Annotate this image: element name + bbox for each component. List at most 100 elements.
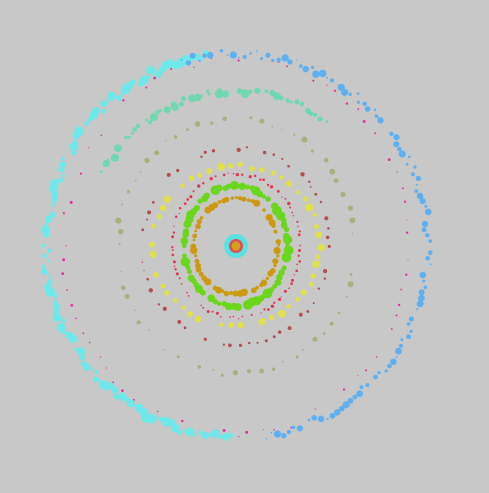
ring-outer-blue-node	[329, 412, 336, 419]
ring-magenta-node	[407, 260, 409, 262]
ring-red-dots-node	[297, 233, 301, 237]
ring-red-dots-node	[284, 197, 287, 200]
ring-outer-blue-node	[226, 53, 229, 56]
ring-red-dots-node	[280, 296, 282, 298]
ring-olive-node	[323, 332, 326, 335]
ring-outer-blue-node	[307, 418, 311, 422]
ring-olive-node	[329, 321, 334, 326]
ring-outer-blue-node	[310, 65, 315, 70]
ring-brick-node	[264, 339, 268, 343]
ring-lime-node	[181, 243, 187, 249]
ring-outer-cyan-node	[111, 386, 119, 394]
ring-brick-node	[287, 326, 292, 331]
ring-red-dots-node	[209, 176, 213, 181]
ring-yellow-node	[206, 168, 213, 175]
ring-red-dots-node	[211, 310, 214, 313]
ring-outer-cyan-node	[59, 160, 67, 168]
ring-red-dots-node	[171, 253, 175, 257]
ring-red-dots-node	[178, 206, 182, 210]
ring-outer-blue-node	[330, 78, 335, 83]
ring-outer-blue-node	[238, 56, 240, 59]
ring-inner-gold-node	[273, 229, 278, 234]
ring-olive-node	[293, 133, 296, 136]
ring-inner-gold-node	[194, 258, 200, 264]
ring-magenta-node	[375, 356, 378, 358]
ring-seafoam-node	[180, 95, 187, 102]
ring-magenta-node	[290, 426, 292, 429]
ring-yellow-node	[308, 282, 314, 287]
ring-inner-gold-node	[232, 290, 239, 297]
ring-outer-cyan-node	[53, 303, 61, 311]
ring-red-dots-node	[171, 249, 174, 252]
ring-magenta-node	[374, 132, 377, 135]
ring-seafoam-node	[285, 98, 290, 103]
ring-magenta-node	[88, 341, 91, 344]
ring-yellow-node	[173, 298, 178, 303]
ring-yellow-node	[295, 190, 301, 195]
ring-red-dots-node	[219, 315, 222, 318]
ring-yellow-node	[278, 309, 286, 318]
ring-outer-blue-node	[352, 394, 358, 400]
ring-outer-cyan-node	[52, 196, 58, 203]
ring-yellow-node	[279, 175, 284, 180]
ring-olive-node	[259, 118, 265, 124]
ring-red-dots-node	[298, 230, 301, 233]
ring-red-dots-node	[174, 215, 178, 219]
ring-outer-blue-node	[406, 334, 412, 340]
ring-yellow-node	[197, 172, 202, 178]
ring-red-dots-node	[202, 181, 205, 185]
ring-outer-cyan-node	[228, 432, 234, 439]
ring-outer-cyan-node	[76, 347, 86, 356]
ring-brick-node	[203, 337, 207, 341]
ring-magenta-node	[62, 212, 65, 215]
ring-red-dots-node	[266, 183, 270, 187]
ring-outer-cyan-node	[40, 225, 50, 235]
ring-brick-node	[141, 261, 144, 263]
ring-outer-cyan-node	[46, 259, 50, 263]
ring-magenta-node	[69, 200, 73, 204]
ring-inner-gold-node	[221, 198, 227, 204]
ring-outer-blue-node	[414, 189, 419, 193]
ring-outer-blue-node	[202, 53, 207, 58]
ring-outer-cyan-node	[41, 268, 48, 276]
ring-outer-cyan-node	[72, 132, 80, 140]
ring-red-dots-node	[291, 278, 294, 282]
ring-outer-blue-node	[395, 355, 398, 358]
ring-magenta-node	[397, 303, 401, 307]
ring-magenta-node	[88, 147, 90, 149]
ring-yellow-node	[270, 170, 277, 176]
ring-brick-node	[309, 186, 312, 188]
ring-magenta-node	[156, 410, 159, 413]
ring-outer-cyan-node	[68, 334, 78, 343]
ring-outer-blue-node	[416, 192, 424, 200]
ring-outer-cyan-node	[93, 376, 100, 383]
ring-magenta-node	[362, 119, 366, 123]
ring-outer-blue-node	[400, 338, 404, 342]
ring-inner-gold-node	[220, 289, 225, 293]
ring-outer-cyan-node	[100, 100, 108, 108]
ring-inner-gold-node	[275, 239, 282, 245]
ring-yellow-node	[312, 212, 317, 217]
ring-inner-gold-node	[277, 243, 281, 247]
ring-yellow-node	[286, 304, 291, 309]
ring-outer-cyan-node	[192, 433, 197, 438]
ring-brick-node	[166, 172, 171, 177]
ring-lime	[180, 181, 294, 311]
ring-outer-blue-node	[364, 106, 371, 112]
ring-brick-node	[324, 216, 329, 221]
ring-lime-node	[222, 185, 229, 192]
ring-yellow-node	[148, 241, 155, 248]
ring-lime-node	[270, 202, 279, 210]
ring-inner-gold-node	[262, 208, 266, 212]
ring-magenta-node	[345, 102, 349, 105]
ring-olive-node	[246, 369, 252, 374]
ring-magenta-node	[405, 231, 409, 234]
ring-magenta-node	[333, 89, 337, 92]
ring-outer-blue	[180, 49, 433, 440]
ring-outer-cyan-node	[41, 264, 46, 269]
ring-olive-node	[134, 309, 136, 312]
ring-outer-blue-node	[419, 271, 427, 279]
ring-outer-blue-node	[276, 57, 281, 63]
ring-outer-blue-node	[337, 83, 345, 91]
ring-outer-blue-node	[189, 52, 196, 59]
